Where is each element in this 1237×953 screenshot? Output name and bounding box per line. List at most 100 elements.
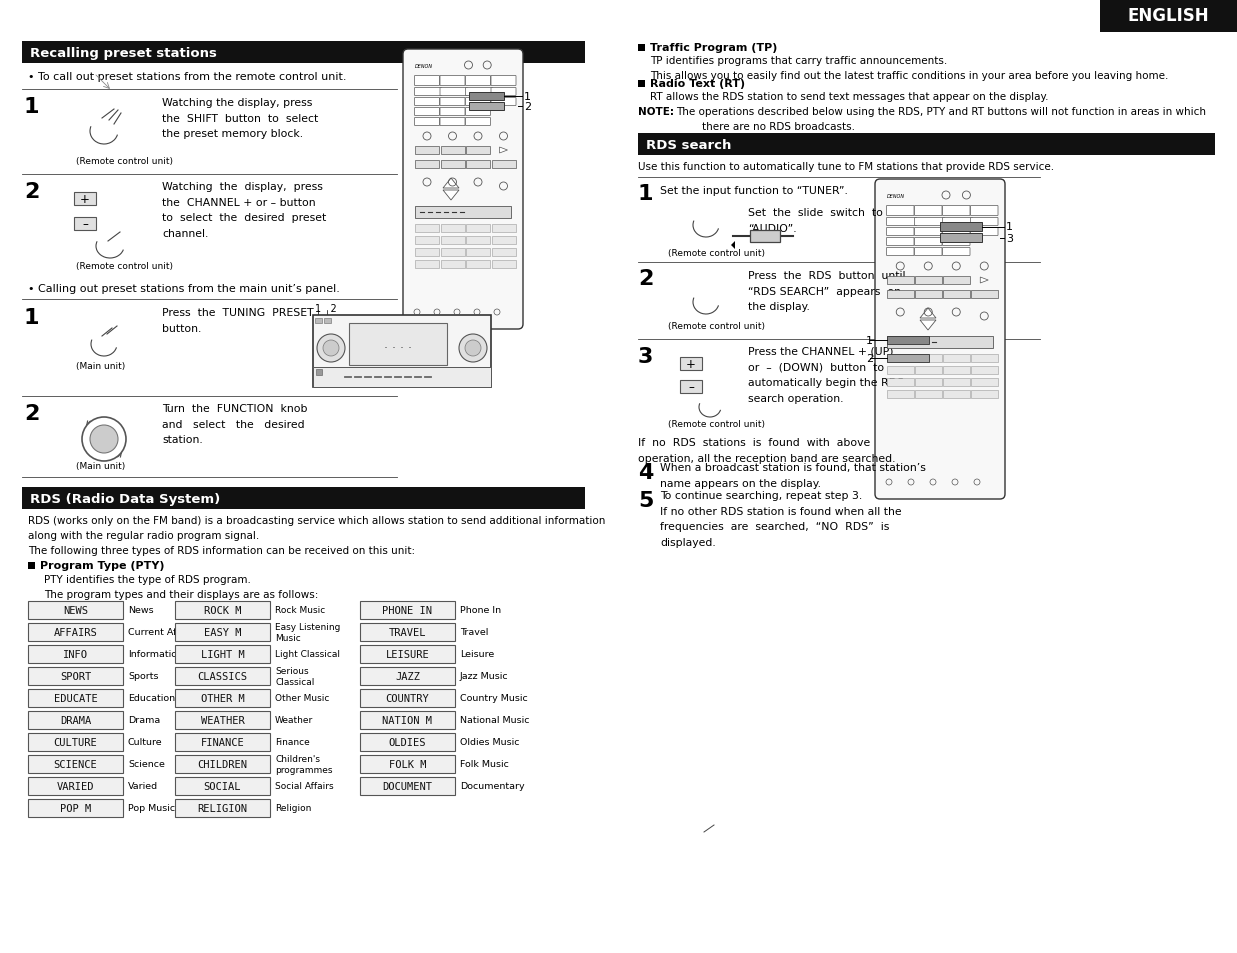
Text: Travel: Travel — [460, 628, 489, 637]
FancyBboxPatch shape — [914, 229, 943, 236]
Bar — [360, 711, 455, 729]
FancyBboxPatch shape — [465, 89, 492, 96]
Bar — [466, 161, 490, 169]
FancyBboxPatch shape — [971, 206, 998, 216]
Bar — [28, 800, 122, 817]
Text: Culture: Culture — [127, 738, 162, 747]
Text: Finance: Finance — [275, 738, 309, 747]
FancyBboxPatch shape — [465, 76, 491, 87]
Text: 2: 2 — [24, 182, 40, 202]
Text: COUNTRY: COUNTRY — [386, 693, 429, 703]
Bar — [28, 645, 122, 663]
Text: CLASSICS: CLASSICS — [198, 671, 247, 681]
FancyBboxPatch shape — [875, 180, 1004, 499]
Circle shape — [317, 335, 345, 363]
Bar — [174, 778, 270, 795]
Text: RELIGION: RELIGION — [198, 803, 247, 813]
Bar — [887, 276, 913, 285]
Bar — [971, 291, 997, 298]
Text: When a broadcast station is found, that station’s
name appears on the display.: When a broadcast station is found, that … — [661, 462, 925, 488]
Text: VARIED: VARIED — [57, 781, 94, 791]
Polygon shape — [980, 277, 988, 284]
Bar — [680, 380, 703, 394]
FancyBboxPatch shape — [465, 98, 491, 107]
FancyBboxPatch shape — [914, 248, 943, 256]
Bar — [414, 261, 439, 269]
Text: 1: 1 — [24, 97, 40, 117]
Text: AFFAIRS: AFFAIRS — [53, 627, 98, 638]
Bar — [324, 318, 332, 324]
Text: Press  the  RDS  button  until
“RDS SEARCH”  appears  on
the display.: Press the RDS button until “RDS SEARCH” … — [748, 271, 905, 312]
Polygon shape — [920, 309, 936, 318]
Polygon shape — [920, 320, 936, 331]
Bar — [360, 645, 455, 663]
Text: (Main unit): (Main unit) — [75, 361, 125, 371]
Text: NOTE:: NOTE: — [638, 107, 674, 117]
FancyBboxPatch shape — [971, 218, 998, 226]
Bar — [360, 733, 455, 751]
Text: Current Affairs: Current Affairs — [127, 628, 197, 637]
Polygon shape — [443, 179, 459, 189]
Text: RDS search: RDS search — [646, 139, 731, 152]
Bar — [349, 324, 447, 366]
FancyBboxPatch shape — [414, 109, 439, 116]
Text: ENGLISH: ENGLISH — [1127, 7, 1209, 25]
Bar — [887, 336, 993, 349]
Text: RDS (works only on the FM band) is a broadcasting service which allows station t: RDS (works only on the FM band) is a bro… — [28, 516, 605, 556]
Text: Watching the display, press
the  SHIFT  button  to  select
the preset memory blo: Watching the display, press the SHIFT bu… — [162, 98, 318, 139]
Bar — [28, 689, 122, 707]
Bar — [491, 225, 516, 233]
Text: +: + — [687, 357, 696, 371]
Text: SCIENCE: SCIENCE — [53, 760, 98, 769]
Text: Use this function to automatically tune to FM stations that provide RDS service.: Use this function to automatically tune … — [638, 162, 1054, 172]
Text: (Main unit): (Main unit) — [75, 461, 125, 471]
Bar — [28, 778, 122, 795]
FancyBboxPatch shape — [887, 238, 914, 246]
Text: OLDIES: OLDIES — [388, 738, 427, 747]
FancyBboxPatch shape — [914, 238, 943, 246]
Bar — [943, 355, 970, 363]
Polygon shape — [731, 242, 735, 250]
Bar — [680, 357, 703, 371]
Bar — [28, 623, 122, 641]
Text: 3: 3 — [1006, 233, 1013, 243]
FancyBboxPatch shape — [440, 118, 465, 127]
Bar — [440, 261, 465, 269]
Text: 2: 2 — [24, 403, 40, 423]
Bar — [469, 103, 503, 111]
Text: –: – — [688, 380, 694, 394]
Bar — [414, 161, 439, 169]
Bar — [174, 623, 270, 641]
Bar — [28, 733, 122, 751]
Bar — [28, 562, 35, 569]
Bar — [943, 367, 970, 375]
FancyBboxPatch shape — [943, 248, 970, 256]
Text: RDS (Radio Data System): RDS (Radio Data System) — [30, 493, 220, 505]
Text: Press the CHANNEL + (UP)
or  –  (DOWN)  button  to
automatically begin the RDS
s: Press the CHANNEL + (UP) or – (DOWN) but… — [748, 347, 904, 403]
Bar — [638, 133, 1215, 156]
Text: The operations described below using the RDS, PTY and RT buttons will not functi: The operations described below using the… — [675, 107, 1206, 132]
Bar — [360, 755, 455, 773]
Text: News: News — [127, 606, 153, 615]
Text: Children's
programmes: Children's programmes — [275, 755, 333, 774]
FancyBboxPatch shape — [491, 98, 516, 107]
Bar — [943, 391, 970, 398]
Text: DOCUMENT: DOCUMENT — [382, 781, 433, 791]
Bar — [360, 778, 455, 795]
Bar — [174, 667, 270, 685]
Bar — [943, 276, 970, 285]
Text: PHONE IN: PHONE IN — [382, 605, 433, 616]
Text: Education: Education — [127, 694, 176, 702]
Text: NEWS: NEWS — [63, 605, 88, 616]
Bar — [491, 261, 516, 269]
Text: 1: 1 — [24, 308, 40, 328]
Text: DRAMA: DRAMA — [59, 716, 92, 725]
Bar — [887, 367, 913, 375]
FancyBboxPatch shape — [440, 89, 468, 96]
Text: • To call out preset stations from the remote control unit.: • To call out preset stations from the r… — [28, 71, 346, 82]
Bar — [887, 355, 913, 363]
FancyBboxPatch shape — [943, 218, 972, 226]
Bar — [174, 800, 270, 817]
FancyBboxPatch shape — [887, 248, 914, 256]
Bar — [28, 667, 122, 685]
